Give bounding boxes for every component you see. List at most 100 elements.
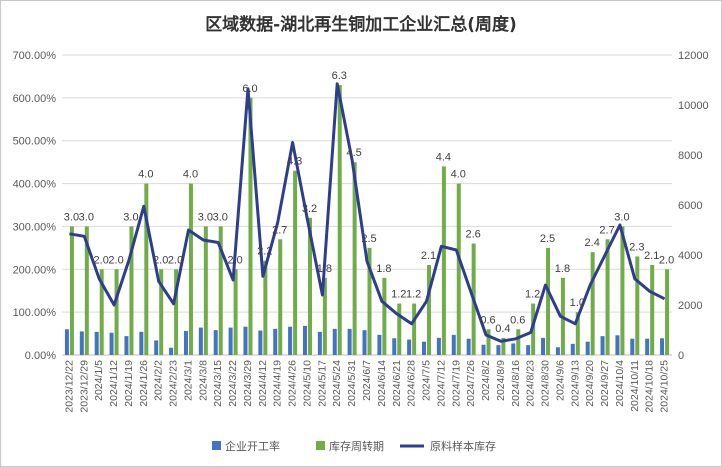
data-label: 0.6 bbox=[510, 314, 525, 326]
line-raw-material-inventory bbox=[69, 82, 666, 343]
y-tick-label: 700.00% bbox=[13, 50, 57, 62]
bar-inventory-turnover bbox=[84, 226, 89, 355]
bar-inventory-turnover bbox=[188, 183, 193, 355]
x-axis: 2023/12/22 2023/12/29 2024/1/5 2024/1/12 202… bbox=[63, 360, 670, 413]
bar-operating-rate bbox=[124, 336, 129, 355]
bar-operating-rate bbox=[198, 327, 203, 355]
bar-inventory-turnover bbox=[427, 265, 432, 355]
bar-inventory-turnover bbox=[174, 269, 179, 355]
data-label: 3.0 bbox=[198, 211, 213, 223]
y2-tick-label: 0 bbox=[678, 350, 684, 362]
x-tick-label: 2024/5/17 bbox=[316, 360, 328, 407]
data-label: 2.0 bbox=[108, 254, 123, 266]
bar-inventory-turnover bbox=[263, 260, 268, 355]
bar-inventory-turnover bbox=[590, 252, 595, 355]
bar-inventory-turnover bbox=[203, 226, 208, 355]
bar-inventory-turnover bbox=[412, 303, 417, 355]
x-tick-label: 2024/5/10 bbox=[301, 360, 313, 407]
y2-tick-label: 6000 bbox=[678, 200, 702, 212]
data-label: 3.0 bbox=[79, 211, 94, 223]
y2-tick-label: 12000 bbox=[678, 50, 709, 62]
bar-operating-rate bbox=[600, 336, 605, 355]
x-tick-label: 2024/2/2 bbox=[153, 360, 165, 401]
data-label: 3.0 bbox=[64, 211, 79, 223]
bar-inventory-turnover bbox=[650, 265, 655, 355]
bar-operating-rate bbox=[377, 334, 382, 355]
x-tick-label: 2024/5/31 bbox=[346, 360, 358, 407]
legend-swatch bbox=[316, 441, 325, 450]
x-tick-label: 2024/4/26 bbox=[287, 360, 299, 407]
data-label: 1.0 bbox=[570, 297, 585, 309]
bar-inventory-turnover bbox=[486, 329, 491, 355]
data-label: 3.0 bbox=[614, 211, 629, 223]
x-tick-label: 2024/9/6 bbox=[554, 360, 566, 401]
data-label: 1.8 bbox=[555, 263, 570, 275]
bar-inventory-turnover bbox=[307, 217, 312, 355]
data-label: 6.0 bbox=[242, 83, 257, 95]
bar-operating-rate bbox=[570, 343, 575, 355]
bar-operating-rate bbox=[526, 345, 531, 355]
bar-inventory-turnover bbox=[322, 277, 327, 355]
bar-operating-rate bbox=[615, 335, 620, 355]
bar-operating-rate bbox=[64, 329, 69, 355]
bar-operating-rate bbox=[347, 328, 352, 355]
bar-operating-rate bbox=[436, 337, 441, 355]
bar-operating-rate bbox=[496, 345, 501, 355]
data-label: 4.3 bbox=[287, 156, 302, 168]
data-label: 1.2 bbox=[525, 289, 540, 301]
bar-inventory-turnover bbox=[382, 277, 387, 355]
bar-operating-rate bbox=[183, 331, 188, 355]
bar-inventory-turnover bbox=[665, 269, 670, 355]
x-tick-label: 2024/10/25 bbox=[659, 360, 671, 413]
bar-inventory-turnover bbox=[575, 312, 580, 355]
x-tick-label: 2024/8/16 bbox=[510, 360, 522, 407]
bar-operating-rate bbox=[228, 327, 233, 355]
bar-inventory-turnover bbox=[367, 247, 372, 355]
data-label: 4.0 bbox=[451, 169, 466, 181]
data-label: 4.5 bbox=[346, 147, 361, 159]
data-label: 2.2 bbox=[257, 246, 272, 258]
line-series bbox=[69, 82, 666, 343]
data-label: 4.4 bbox=[436, 151, 451, 163]
data-label: 4.0 bbox=[183, 169, 198, 181]
bar-operating-rate bbox=[258, 330, 263, 355]
bar-operating-rate bbox=[630, 338, 635, 355]
bar-inventory-turnover bbox=[129, 226, 134, 355]
bar-inventory-turnover bbox=[99, 269, 104, 355]
y-tick-label: 100.00% bbox=[13, 307, 57, 319]
x-tick-label: 2024/10/4 bbox=[614, 360, 626, 407]
bar-inventory-turnover bbox=[248, 97, 253, 355]
chart-title: 区域数据-湖北再生铜加工企业汇总(周度) bbox=[205, 14, 517, 35]
data-label: 1.8 bbox=[376, 263, 391, 275]
x-tick-label: 2024/8/23 bbox=[525, 360, 537, 407]
bar-operating-rate bbox=[332, 328, 337, 355]
x-tick-label: 2024/7/19 bbox=[450, 360, 462, 407]
bar-operating-rate bbox=[109, 332, 114, 355]
gridlines bbox=[62, 54, 672, 356]
x-tick-label: 2024/3/8 bbox=[197, 360, 209, 401]
data-label: 2.0 bbox=[227, 254, 242, 266]
y-tick-label: 200.00% bbox=[13, 264, 57, 276]
legend-label: 企业开工率 bbox=[225, 439, 280, 453]
x-tick-label: 2024/7/5 bbox=[421, 360, 433, 401]
data-label: 4.0 bbox=[138, 169, 153, 181]
bar-inventory-turnover bbox=[441, 166, 446, 355]
bar-operating-rate bbox=[79, 331, 84, 355]
bar-operating-rate bbox=[585, 341, 590, 355]
data-label: 3.0 bbox=[213, 211, 228, 223]
bar-inventory-turnover bbox=[501, 337, 506, 355]
data-label: 0.4 bbox=[495, 323, 510, 335]
x-tick-label: 2024/8/30 bbox=[540, 360, 552, 407]
x-tick-label: 2024/1/12 bbox=[108, 360, 120, 407]
data-label: 2.6 bbox=[465, 229, 480, 241]
data-label: 2.5 bbox=[361, 233, 376, 245]
bar-operating-rate bbox=[466, 338, 471, 355]
legend: 企业开工率 库存周转期 原料样本库存 bbox=[212, 439, 496, 453]
x-tick-label: 2024/1/19 bbox=[123, 360, 135, 407]
data-label: 0.6 bbox=[480, 314, 495, 326]
legend-label: 库存周转期 bbox=[329, 439, 384, 453]
bar-operating-rate bbox=[481, 344, 486, 355]
bar-operating-rate bbox=[541, 337, 546, 355]
data-label: 2.7 bbox=[272, 224, 287, 236]
